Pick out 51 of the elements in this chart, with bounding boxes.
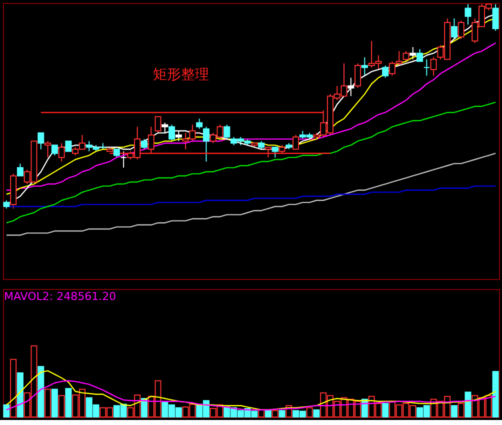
candlestick [140,138,148,150]
bar [492,370,499,418]
bar [38,366,44,418]
candlestick [264,146,272,158]
bar [10,358,17,418]
bar [3,404,10,418]
candlestick [202,126,210,162]
candlestick [196,118,203,130]
candlestick [492,4,499,32]
bar [464,392,472,418]
text: MAVOL2: 248561.20 [4,290,116,303]
candlestick [175,130,182,142]
candlestick [361,56,368,76]
bar [16,372,24,418]
candlestick [410,46,416,60]
bar [382,402,389,418]
bar [450,405,458,418]
candlestick [416,48,424,62]
candlestick [168,124,176,142]
bar [278,410,286,418]
bar [51,388,58,418]
candlestick [464,4,472,26]
candlestick [224,124,230,140]
candlestick [162,122,168,134]
bar [272,410,278,418]
candlestick [154,116,162,134]
candlestick [16,163,24,176]
candlestick [458,20,464,40]
candlestick [44,140,52,158]
candlestick [430,56,437,76]
bar [458,402,464,418]
candlestick [65,140,72,152]
candlestick [348,77,354,97]
candlestick [402,50,410,62]
bar [313,409,320,418]
candlestick [51,144,58,156]
annotation: 矩形整理 [153,67,209,83]
candlestick [148,126,154,154]
candlestick [354,62,362,88]
candlestick [292,134,300,150]
candlestick [423,58,430,76]
candlestick [382,64,389,78]
bar [44,388,52,418]
bar [65,388,72,418]
bar [58,395,65,418]
candlestick [120,150,127,168]
candlestick [58,142,65,162]
candlestick [272,146,278,158]
candlestick [450,18,458,40]
bar [306,407,313,418]
candlestick [38,132,44,150]
